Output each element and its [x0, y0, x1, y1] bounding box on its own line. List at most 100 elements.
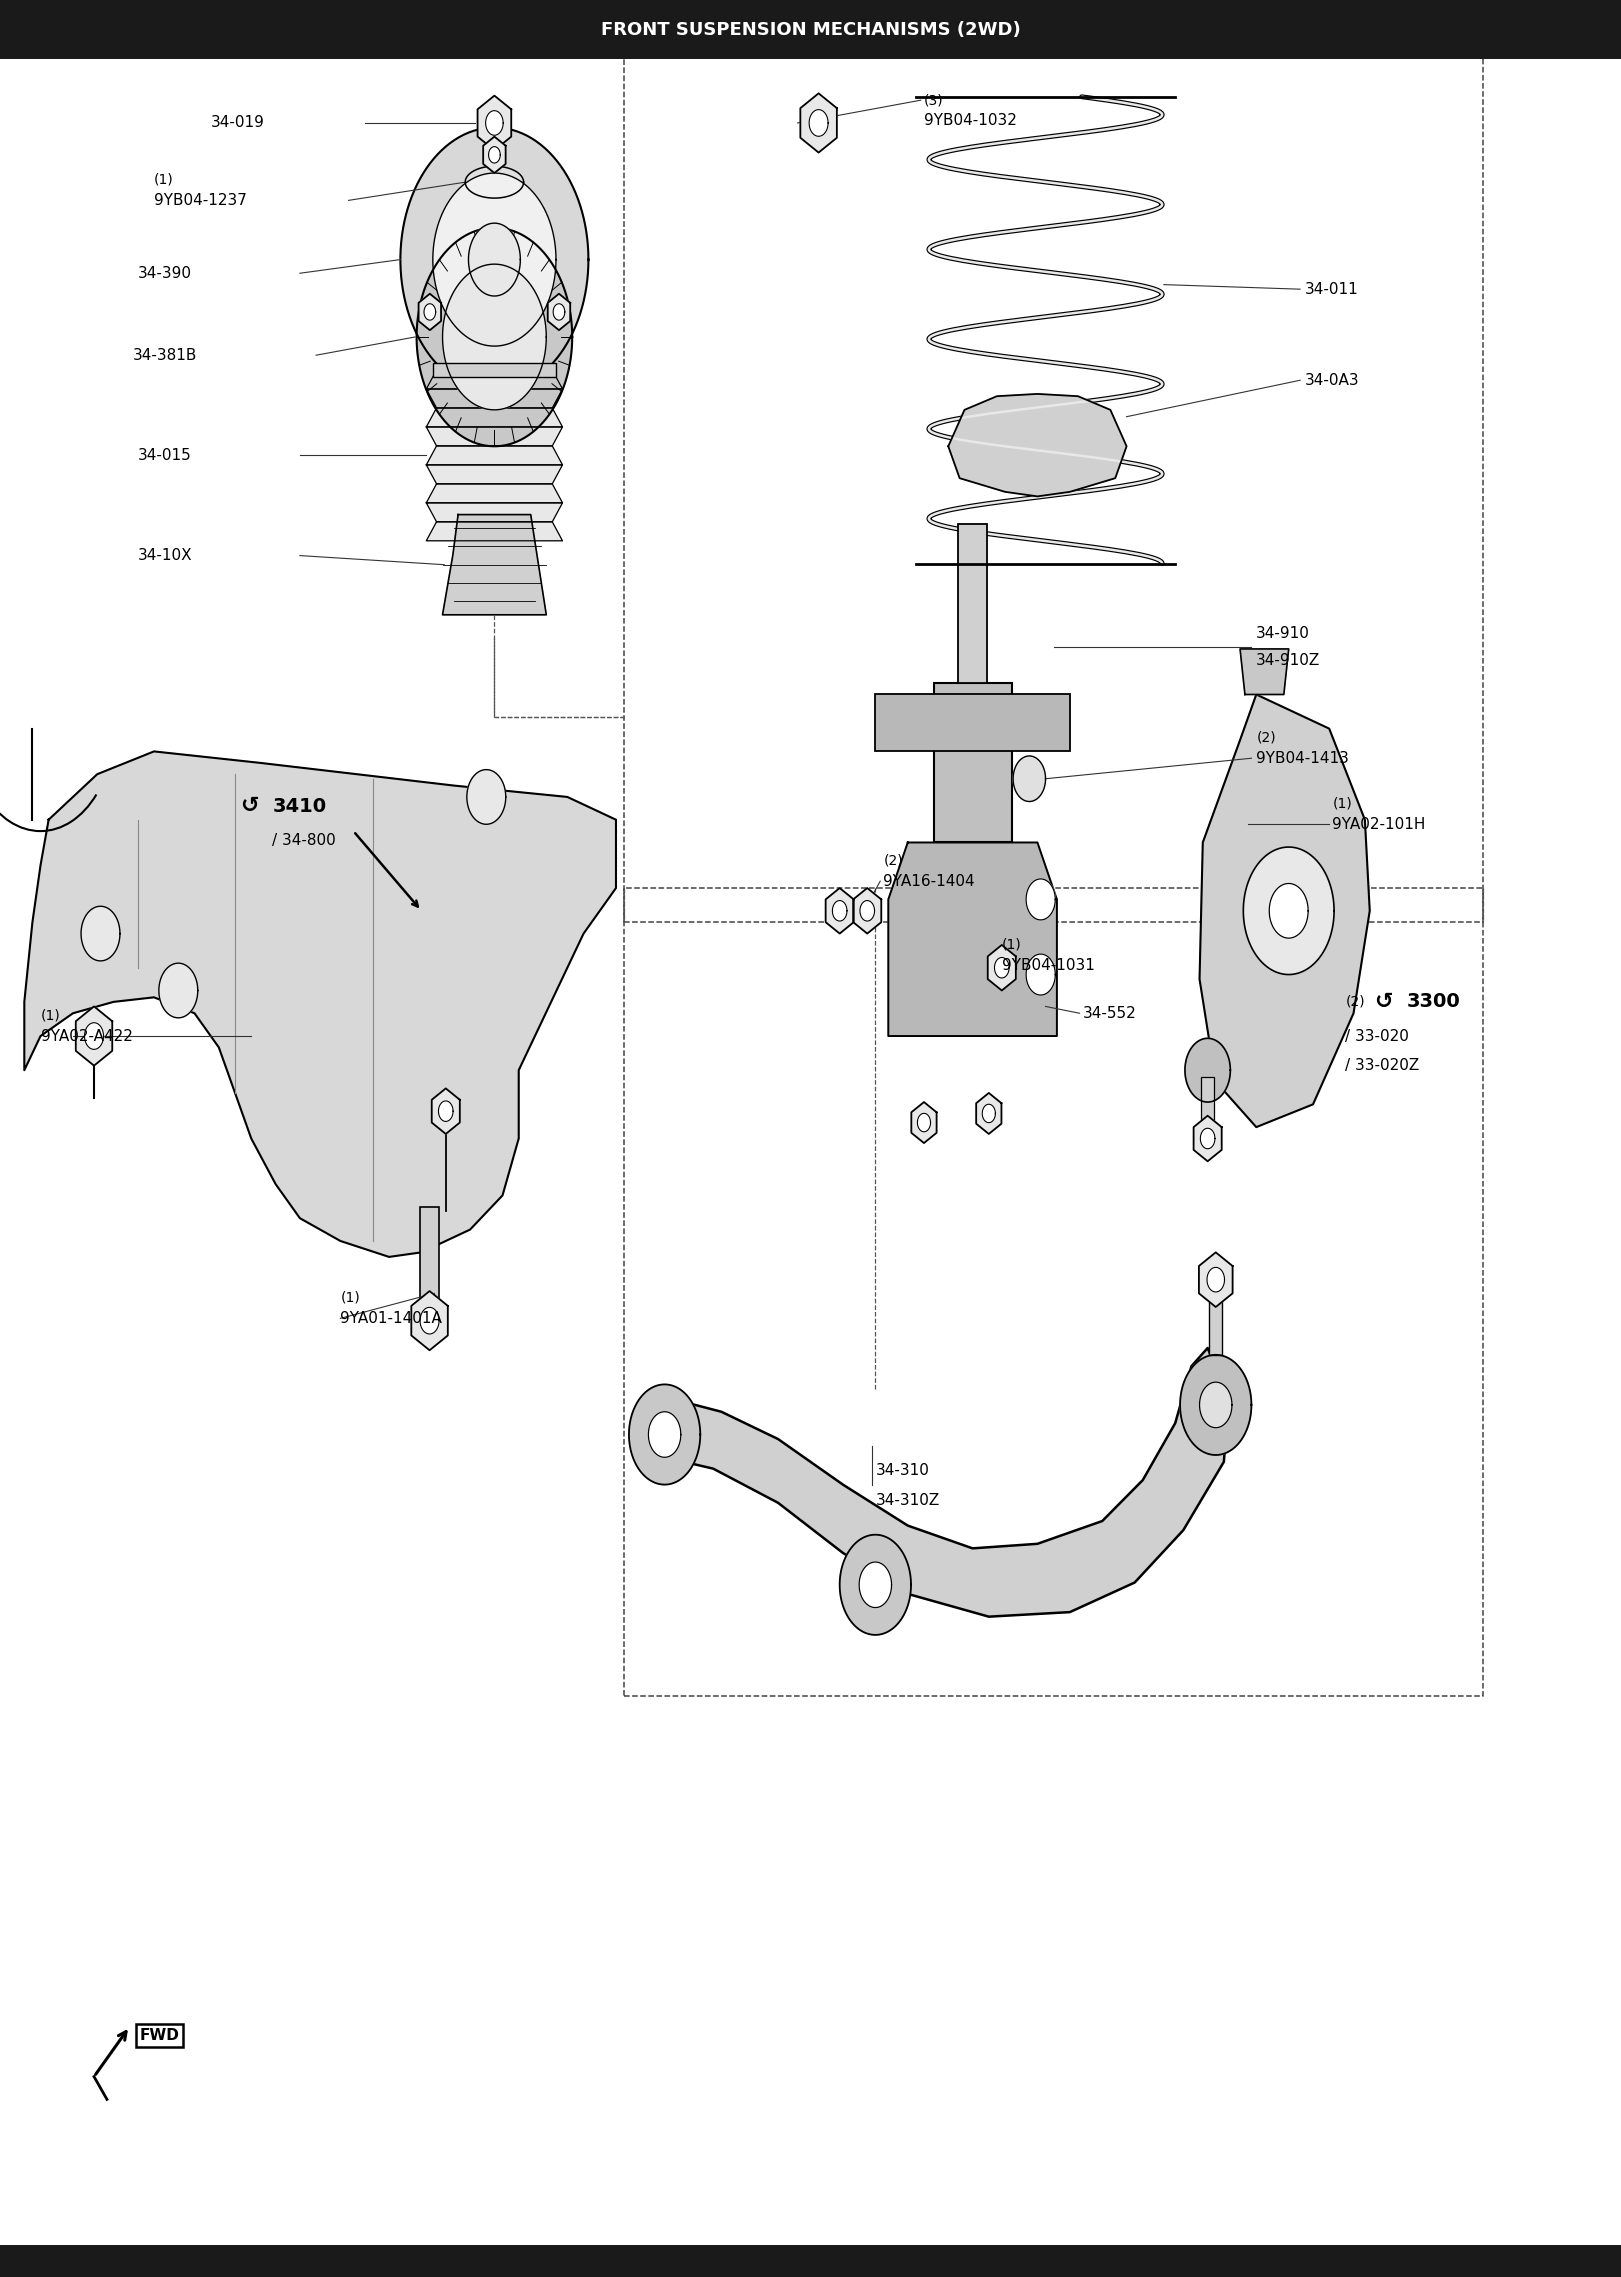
Polygon shape [911, 1102, 937, 1143]
Polygon shape [859, 1562, 892, 1608]
Polygon shape [1240, 649, 1289, 694]
Polygon shape [1180, 1355, 1251, 1455]
Polygon shape [809, 109, 828, 137]
Polygon shape [84, 1022, 104, 1050]
Text: 9YB04-1031: 9YB04-1031 [1002, 959, 1094, 972]
Text: 34-011: 34-011 [1305, 282, 1358, 296]
Polygon shape [861, 902, 875, 920]
Polygon shape [426, 446, 562, 465]
Polygon shape [439, 1102, 454, 1120]
Polygon shape [987, 945, 1016, 990]
Text: (2): (2) [1345, 995, 1365, 1009]
Polygon shape [467, 770, 506, 824]
Polygon shape [426, 483, 562, 503]
Polygon shape [853, 888, 882, 934]
Text: 34-0A3: 34-0A3 [1305, 373, 1360, 387]
Text: 9YA02-A422: 9YA02-A422 [41, 1029, 133, 1043]
Polygon shape [917, 1113, 930, 1132]
Polygon shape [548, 294, 571, 330]
Polygon shape [468, 223, 520, 296]
Polygon shape [1200, 1252, 1232, 1307]
Text: ↺: ↺ [1375, 993, 1392, 1011]
Polygon shape [418, 294, 441, 330]
Text: 34-015: 34-015 [138, 449, 191, 462]
Polygon shape [825, 888, 854, 934]
Polygon shape [433, 173, 556, 346]
Bar [934, 683, 1012, 842]
Polygon shape [24, 751, 616, 1257]
Polygon shape [1200, 694, 1370, 1127]
Text: (1): (1) [41, 1009, 60, 1022]
Bar [1209, 1287, 1222, 1355]
Polygon shape [648, 1412, 681, 1457]
Polygon shape [1026, 954, 1055, 995]
Polygon shape [426, 389, 562, 408]
Text: 9YB04-1032: 9YB04-1032 [924, 114, 1016, 128]
Polygon shape [1200, 1382, 1232, 1428]
Polygon shape [995, 959, 1008, 977]
Bar [0, 0, 1621, 59]
Bar [488, 132, 501, 159]
Polygon shape [553, 303, 564, 321]
Text: 34-019: 34-019 [211, 116, 264, 130]
Text: 34-10X: 34-10X [138, 549, 193, 562]
Text: ↺: ↺ [240, 797, 258, 815]
Polygon shape [426, 428, 562, 446]
Polygon shape [840, 1535, 911, 1635]
Text: (1): (1) [1002, 938, 1021, 952]
Polygon shape [159, 963, 198, 1018]
Bar [624, 888, 1483, 1696]
Polygon shape [478, 96, 511, 150]
Polygon shape [426, 408, 562, 428]
Text: 9YB04-1413: 9YB04-1413 [1256, 751, 1349, 765]
Polygon shape [801, 93, 836, 153]
Text: 34-310Z: 34-310Z [875, 1494, 940, 1507]
Polygon shape [976, 1093, 1002, 1134]
Polygon shape [426, 465, 562, 483]
Polygon shape [81, 906, 120, 961]
Text: (1): (1) [154, 173, 173, 187]
Text: 34-910Z: 34-910Z [1256, 653, 1321, 667]
Text: (2): (2) [883, 854, 903, 868]
Polygon shape [1185, 1038, 1230, 1102]
Bar [875, 694, 1070, 751]
Polygon shape [425, 303, 436, 321]
Polygon shape [1269, 883, 1308, 938]
Text: (2): (2) [1256, 731, 1276, 745]
Text: 34-552: 34-552 [1083, 1006, 1136, 1020]
Polygon shape [665, 1348, 1229, 1617]
Text: / 34-800: / 34-800 [272, 833, 336, 847]
Text: 9YA01-1401A: 9YA01-1401A [340, 1312, 443, 1325]
Polygon shape [888, 842, 1057, 1036]
Polygon shape [1243, 847, 1334, 975]
Polygon shape [486, 112, 503, 134]
Bar [624, 46, 1483, 922]
Polygon shape [426, 369, 562, 389]
Polygon shape [982, 1104, 995, 1123]
Polygon shape [488, 146, 501, 164]
Text: 3300: 3300 [1407, 993, 1461, 1011]
Text: / 33-020: / 33-020 [1345, 1029, 1409, 1043]
Polygon shape [426, 521, 562, 540]
Polygon shape [483, 137, 506, 173]
Polygon shape [426, 503, 562, 521]
Text: 34-310: 34-310 [875, 1464, 929, 1478]
Polygon shape [1201, 1129, 1216, 1148]
Polygon shape [629, 1384, 700, 1485]
Text: (1): (1) [1332, 797, 1352, 811]
Text: 9YA02-101H: 9YA02-101H [1332, 817, 1426, 831]
Text: 34-390: 34-390 [138, 266, 191, 280]
Polygon shape [1026, 879, 1055, 920]
Text: 34-381B: 34-381B [133, 348, 198, 362]
Polygon shape [412, 1291, 447, 1350]
Text: (1): (1) [340, 1291, 360, 1305]
Text: 34-910: 34-910 [1256, 626, 1310, 640]
Polygon shape [400, 128, 588, 392]
Text: / 33-020Z: / 33-020Z [1345, 1059, 1420, 1072]
Polygon shape [431, 1088, 460, 1134]
Bar [1201, 1077, 1214, 1127]
Polygon shape [76, 1006, 112, 1066]
Bar [958, 524, 987, 683]
Text: (3): (3) [924, 93, 943, 107]
Polygon shape [1208, 1268, 1224, 1291]
